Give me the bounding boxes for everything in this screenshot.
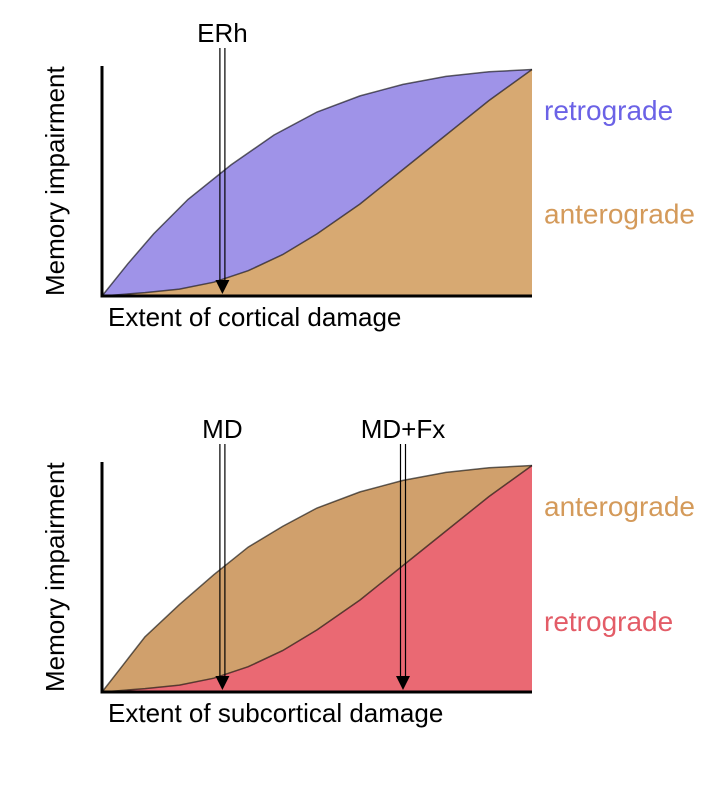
y-axis-label: Memory impairment [40,66,70,296]
cortical-panel: Memory impairment Extent of cortical dama… [22,12,702,372]
cortical-svg: Memory impairment Extent of cortical dama… [22,12,702,372]
side-label-anterograde: anterograde [544,199,695,230]
y-axis-label: Memory impairment [40,462,70,692]
figure-page: Memory impairment Extent of cortical dama… [0,0,709,793]
x-axis-label: Extent of subcortical damage [108,698,443,728]
marker-label: ERh [197,18,248,48]
marker-label: MD [202,414,242,444]
subcortical-panel: Memory impairment Extent of subcortical d… [22,408,702,768]
side-label-anterograde: anterograde [544,491,695,522]
x-axis-label: Extent of cortical damage [108,302,401,332]
side-label-retrograde: retrograde [544,95,673,126]
marker-label: MD+Fx [361,414,446,444]
subcortical-svg: Memory impairment Extent of subcortical d… [22,408,702,768]
side-label-retrograde: retrograde [544,606,673,637]
